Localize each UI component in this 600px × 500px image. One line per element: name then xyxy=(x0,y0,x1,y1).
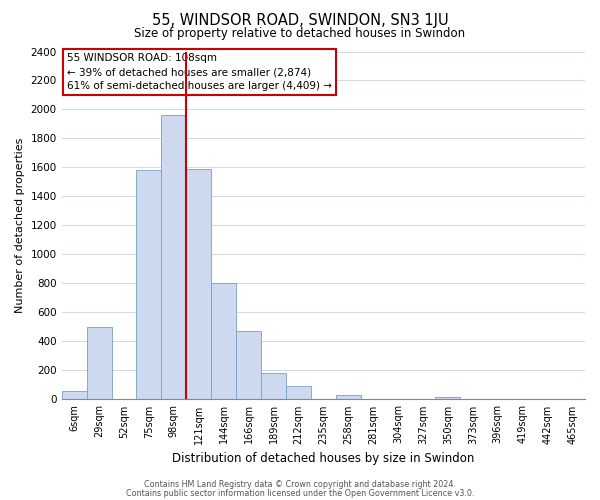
Bar xyxy=(336,395,361,400)
Text: 55 WINDSOR ROAD: 108sqm
← 39% of detached houses are smaller (2,874)
61% of semi: 55 WINDSOR ROAD: 108sqm ← 39% of detache… xyxy=(67,53,332,91)
Y-axis label: Number of detached properties: Number of detached properties xyxy=(15,138,25,313)
Bar xyxy=(161,116,186,400)
X-axis label: Distribution of detached houses by size in Swindon: Distribution of detached houses by size … xyxy=(172,452,475,465)
Bar xyxy=(62,392,86,400)
Bar xyxy=(236,332,261,400)
Bar xyxy=(436,396,460,400)
Bar xyxy=(286,386,311,400)
Text: Contains HM Land Registry data © Crown copyright and database right 2024.: Contains HM Land Registry data © Crown c… xyxy=(144,480,456,489)
Text: Contains public sector information licensed under the Open Government Licence v3: Contains public sector information licen… xyxy=(126,488,474,498)
Text: Size of property relative to detached houses in Swindon: Size of property relative to detached ho… xyxy=(134,28,466,40)
Bar xyxy=(86,327,112,400)
Bar xyxy=(136,170,161,400)
Bar xyxy=(211,284,236,400)
Bar xyxy=(186,169,211,400)
Text: 55, WINDSOR ROAD, SWINDON, SN3 1JU: 55, WINDSOR ROAD, SWINDON, SN3 1JU xyxy=(152,12,448,28)
Bar xyxy=(261,372,286,400)
